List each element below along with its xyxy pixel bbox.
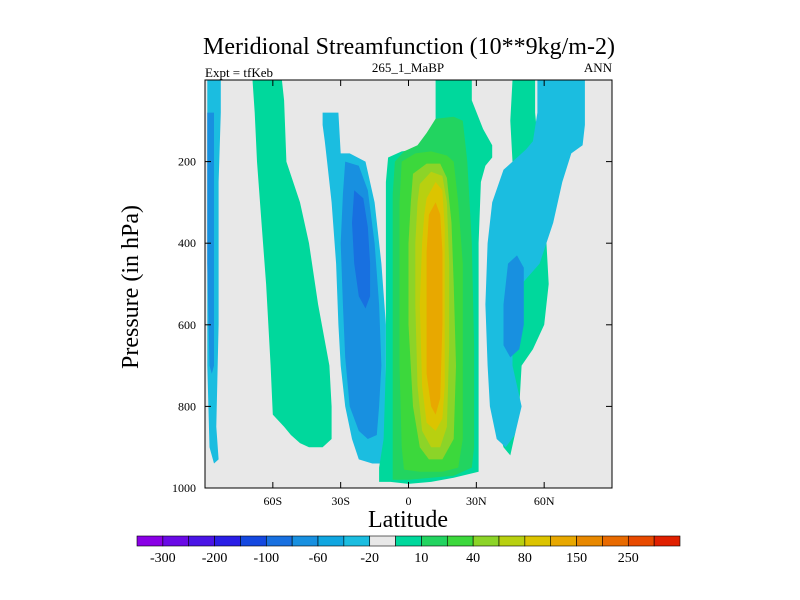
- y-tick-label-4: 1000: [172, 481, 196, 495]
- plot-area: 60S 30S 0 30N 60N 200 400 600 800 1000: [172, 79, 613, 508]
- y-tick-label-3: 800: [178, 399, 196, 413]
- subtitle-left: Expt = tfKeb: [205, 65, 273, 80]
- colorbar-label-2: -100: [253, 551, 279, 566]
- colorbar-label-9: 250: [618, 551, 639, 566]
- colorbar-swatch-5: [265, 535, 293, 547]
- subtitle-center: 265_1_MaBP: [372, 60, 444, 75]
- x-tick-label-2: 0: [406, 494, 412, 508]
- colorbar-label-0: -300: [150, 551, 176, 566]
- colorbar-swatch-9: [369, 535, 396, 547]
- colorbar-swatch-16: [550, 535, 577, 547]
- colorbar-swatch-14: [498, 535, 526, 547]
- colorbar-label-4: -20: [360, 551, 379, 566]
- colorbar-swatch-20: [653, 535, 681, 547]
- x-axis-label: Latitude: [368, 507, 448, 533]
- colorbar-swatch-7: [317, 535, 345, 547]
- y-tick-label-1: 400: [178, 236, 196, 250]
- colorbar-label-5: 10: [414, 551, 428, 566]
- contour-region-15: [503, 255, 524, 358]
- colorbar-swatch-11: [421, 535, 448, 547]
- colorbar-swatch-8: [343, 535, 371, 547]
- y-axis-ticks: 200 400 600 800 1000: [172, 155, 612, 495]
- x-tick-label-3: 30N: [466, 494, 487, 508]
- x-tick-label-4: 60N: [534, 494, 555, 508]
- colorbar-swatch-18: [602, 535, 629, 547]
- colorbar-swatch-0: [136, 535, 164, 547]
- x-tick-label-1: 30S: [331, 494, 350, 508]
- contour-regions: [207, 80, 585, 484]
- contour-region-12: [426, 202, 443, 415]
- colorbar-swatch-15: [524, 535, 552, 547]
- colorbar-label-3: -60: [309, 551, 328, 566]
- contour-region-2: [252, 80, 332, 448]
- colorbar-swatch-2: [188, 535, 215, 547]
- x-tick-label-0: 60S: [263, 494, 282, 508]
- colorbar-swatch-1: [162, 535, 190, 547]
- y-axis-label: Pressure (in hPa): [118, 205, 144, 369]
- colorbar-swatch-4: [240, 535, 267, 547]
- contour-region-5: [352, 190, 371, 309]
- y-tick-label-2: 600: [178, 318, 196, 332]
- y-tick-label-0: 200: [178, 155, 196, 169]
- colorbar-swatch-3: [214, 535, 241, 547]
- chart-title: Meridional Streamfunction (10**9kg/m-2): [203, 34, 615, 60]
- colorbar-swatch-12: [446, 535, 474, 547]
- colorbar-label-7: 80: [518, 551, 532, 566]
- colorbar-swatch-6: [291, 535, 319, 547]
- colorbar-swatch-17: [576, 535, 603, 547]
- colorbar-label-6: 40: [466, 551, 480, 566]
- colorbar-swatch-13: [472, 535, 500, 547]
- colorbar-label-1: -200: [202, 551, 228, 566]
- colorbar-swatch-19: [627, 535, 655, 547]
- colorbar: -300 -200 -100 -60 -20 10 40 80 150 250: [136, 535, 681, 566]
- subtitle-right: ANN: [584, 60, 613, 75]
- colorbar-label-8: 150: [566, 551, 587, 566]
- colorbar-swatch-10: [395, 535, 422, 547]
- x-axis-ticks: 60S 30S 0 30N 60N: [263, 80, 555, 508]
